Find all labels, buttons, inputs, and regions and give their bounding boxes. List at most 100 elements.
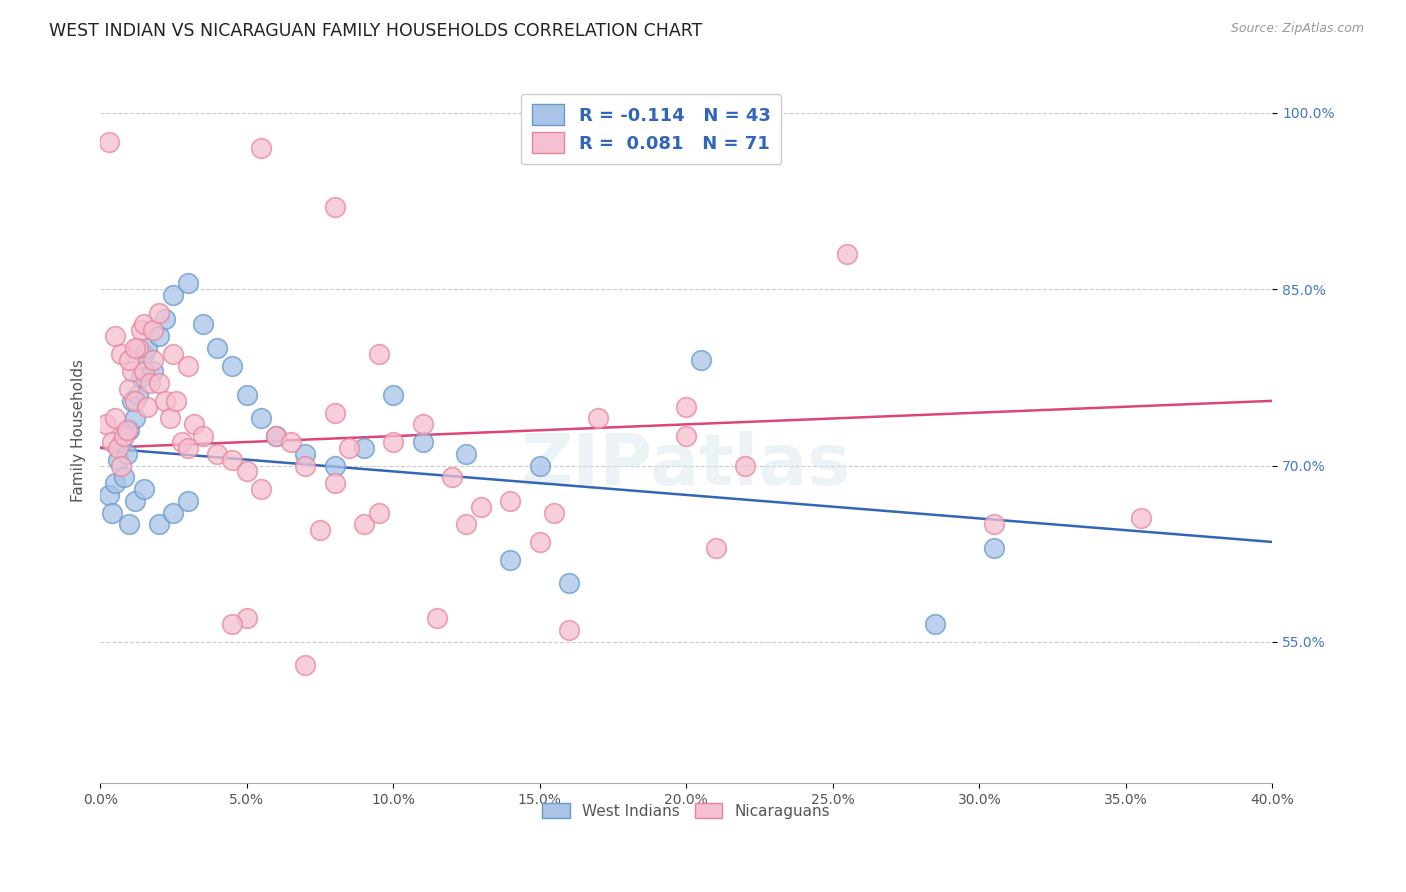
Point xyxy=(353,441,375,455)
Point xyxy=(127,341,149,355)
Point xyxy=(132,347,155,361)
Point xyxy=(264,429,287,443)
Point xyxy=(191,429,214,443)
Point xyxy=(127,388,149,402)
Point xyxy=(118,517,141,532)
Point xyxy=(153,393,176,408)
Point xyxy=(529,458,551,473)
Point xyxy=(124,393,146,408)
Point xyxy=(367,347,389,361)
Point xyxy=(734,458,756,473)
Point xyxy=(159,411,181,425)
Point xyxy=(675,400,697,414)
Point xyxy=(235,388,257,402)
Text: WEST INDIAN VS NICARAGUAN FAMILY HOUSEHOLDS CORRELATION CHART: WEST INDIAN VS NICARAGUAN FAMILY HOUSEHO… xyxy=(49,22,703,40)
Point xyxy=(353,517,375,532)
Point xyxy=(124,411,146,425)
Text: Source: ZipAtlas.com: Source: ZipAtlas.com xyxy=(1230,22,1364,36)
Point xyxy=(97,488,120,502)
Point xyxy=(529,535,551,549)
Point xyxy=(690,352,713,367)
Point xyxy=(177,493,200,508)
Y-axis label: Family Households: Family Households xyxy=(72,359,86,501)
Point xyxy=(124,493,146,508)
Point xyxy=(136,341,159,355)
Point xyxy=(382,435,405,450)
Point xyxy=(456,447,478,461)
Point xyxy=(115,423,138,437)
Point xyxy=(142,364,165,378)
Point xyxy=(142,323,165,337)
Point xyxy=(110,435,132,450)
Point xyxy=(207,447,229,461)
Point xyxy=(983,541,1005,555)
Point xyxy=(112,429,135,443)
Point xyxy=(264,429,287,443)
Point xyxy=(837,247,859,261)
Point xyxy=(107,452,129,467)
Point xyxy=(412,417,434,432)
Point xyxy=(412,435,434,450)
Point xyxy=(132,482,155,496)
Point xyxy=(309,523,332,537)
Point xyxy=(191,318,214,332)
Point xyxy=(162,288,184,302)
Point xyxy=(104,476,127,491)
Point xyxy=(132,318,155,332)
Legend: West Indians, Nicaraguans: West Indians, Nicaraguans xyxy=(536,797,837,825)
Point xyxy=(104,329,127,343)
Point xyxy=(235,464,257,478)
Point xyxy=(118,382,141,396)
Point xyxy=(148,517,170,532)
Point xyxy=(704,541,727,555)
Point xyxy=(235,611,257,625)
Point xyxy=(280,435,302,450)
Point xyxy=(294,447,316,461)
Point xyxy=(132,364,155,378)
Point xyxy=(675,429,697,443)
Text: ZIPatlas: ZIPatlas xyxy=(522,431,852,500)
Point xyxy=(165,393,187,408)
Point xyxy=(121,364,143,378)
Point xyxy=(115,447,138,461)
Point xyxy=(367,506,389,520)
Point xyxy=(983,517,1005,532)
Point xyxy=(177,441,200,455)
Point xyxy=(118,423,141,437)
Point xyxy=(136,400,159,414)
Point xyxy=(162,347,184,361)
Point xyxy=(148,305,170,319)
Point xyxy=(97,135,120,149)
Point xyxy=(101,435,124,450)
Point xyxy=(129,323,152,337)
Point xyxy=(382,388,405,402)
Point xyxy=(162,506,184,520)
Point xyxy=(177,359,200,373)
Point xyxy=(129,370,152,384)
Point xyxy=(153,311,176,326)
Point xyxy=(294,658,316,673)
Point xyxy=(499,493,522,508)
Point xyxy=(101,506,124,520)
Point xyxy=(172,435,194,450)
Point xyxy=(221,452,243,467)
Point xyxy=(221,617,243,632)
Point xyxy=(499,552,522,566)
Point xyxy=(543,506,565,520)
Point xyxy=(558,576,581,591)
Point xyxy=(323,458,346,473)
Point xyxy=(118,352,141,367)
Point xyxy=(470,500,492,514)
Point xyxy=(107,441,129,455)
Point xyxy=(558,623,581,637)
Point xyxy=(121,393,143,408)
Point xyxy=(588,411,610,425)
Point xyxy=(221,359,243,373)
Point xyxy=(110,458,132,473)
Point xyxy=(440,470,463,484)
Point xyxy=(250,141,273,155)
Point xyxy=(250,411,273,425)
Point xyxy=(323,200,346,214)
Point xyxy=(94,417,117,432)
Point xyxy=(456,517,478,532)
